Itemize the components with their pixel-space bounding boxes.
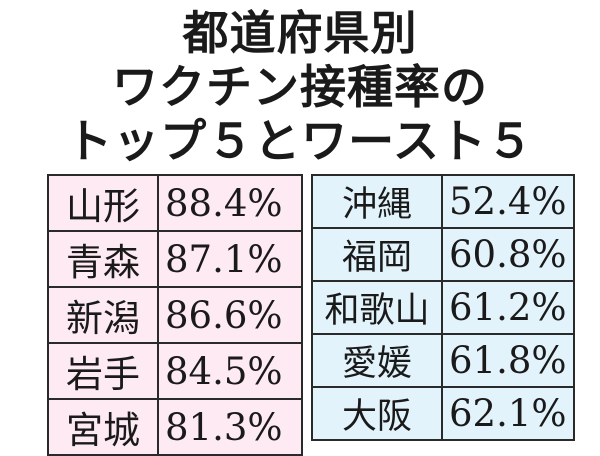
table-row: 和歌山 61.2% xyxy=(311,280,575,335)
table-row: 愛媛 61.8% xyxy=(311,333,575,388)
table-row: 宮城 81.3% xyxy=(47,398,303,456)
vaccination-rate: 87.1% xyxy=(157,230,303,288)
table-row: 山形 88.4% xyxy=(47,174,303,232)
title-line-1: 都道府県別 xyxy=(182,6,418,60)
worst5-table: 沖縄 52.4% 福岡 60.8% 和歌山 61.2% 愛媛 61.8% 大阪 … xyxy=(311,174,575,441)
table-row: 岩手 84.5% xyxy=(47,342,303,400)
page-title: 都道府県別 ワクチン接種率の トップ５とワースト５ xyxy=(0,6,600,168)
vaccination-rate: 86.6% xyxy=(157,286,303,344)
prefecture-name: 新潟 xyxy=(47,286,159,344)
table-row: 新潟 86.6% xyxy=(47,286,303,344)
title-line-3: トップ５とワースト５ xyxy=(66,114,534,168)
vaccination-rate: 81.3% xyxy=(157,398,303,456)
vaccination-rate: 60.8% xyxy=(441,227,575,282)
title-line-2: ワクチン接種率の xyxy=(112,60,488,114)
table-row: 沖縄 52.4% xyxy=(311,174,575,229)
prefecture-name: 大阪 xyxy=(311,386,443,441)
vaccination-rate: 62.1% xyxy=(441,386,575,441)
prefecture-name: 宮城 xyxy=(47,398,159,456)
vaccination-rate: 52.4% xyxy=(441,174,575,229)
table-row: 青森 87.1% xyxy=(47,230,303,288)
vaccination-rate: 88.4% xyxy=(157,174,303,232)
table-row: 福岡 60.8% xyxy=(311,227,575,282)
prefecture-name: 和歌山 xyxy=(311,280,443,335)
vaccination-rate: 61.8% xyxy=(441,333,575,388)
prefecture-name: 山形 xyxy=(47,174,159,232)
prefecture-name: 青森 xyxy=(47,230,159,288)
prefecture-name: 岩手 xyxy=(47,342,159,400)
prefecture-name: 沖縄 xyxy=(311,174,443,229)
prefecture-name: 福岡 xyxy=(311,227,443,282)
table-row: 大阪 62.1% xyxy=(311,386,575,441)
top5-table: 山形 88.4% 青森 87.1% 新潟 86.6% 岩手 84.5% 宮城 8… xyxy=(47,174,303,456)
vaccination-rate: 61.2% xyxy=(441,280,575,335)
prefecture-name: 愛媛 xyxy=(311,333,443,388)
vaccination-rate: 84.5% xyxy=(157,342,303,400)
